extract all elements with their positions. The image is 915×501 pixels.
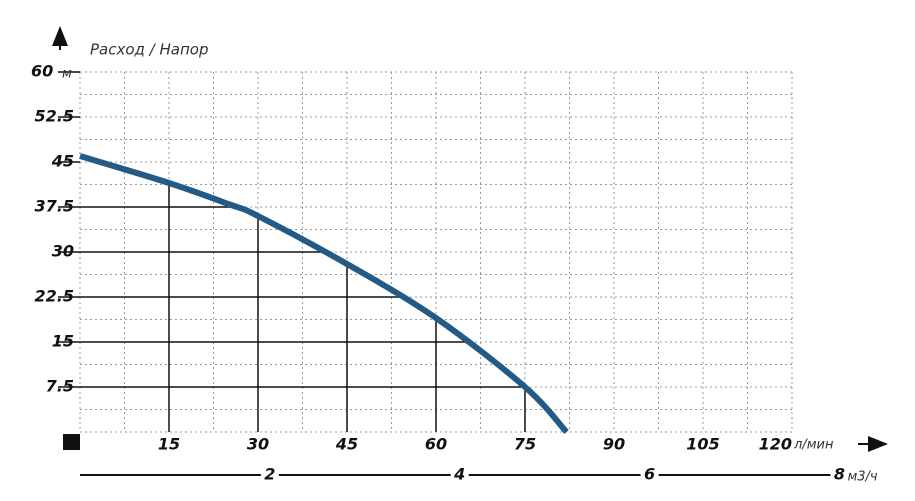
x-tick-label: 60: [425, 435, 447, 454]
y-tick-label: 30: [52, 242, 74, 261]
x2-tick-label: 6: [644, 465, 655, 484]
y-tick-label: 52.5: [35, 107, 74, 126]
y-tick-label: 37.5: [35, 197, 74, 216]
x-tick-label: 120: [759, 435, 792, 454]
y-unit: м: [62, 67, 72, 82]
x2-tick-bg: [260, 465, 279, 485]
x-tick-label: 30: [247, 435, 269, 454]
x-tick-label: 75: [514, 435, 536, 454]
y-tick-label: 45: [51, 152, 74, 171]
x-tick-label: 45: [335, 435, 358, 454]
x-tick-label: 15: [158, 435, 180, 454]
chart-title: Расход / Напор: [90, 41, 208, 59]
y-tick-label: 22.5: [35, 287, 74, 306]
x2-tick-label: 4: [453, 465, 465, 484]
y-tick-label: 15: [52, 332, 74, 351]
x2-tick-label: 2: [264, 465, 275, 484]
x-tick-label: 90: [603, 435, 625, 454]
x2-tick-label: 8: [834, 465, 845, 484]
pump-curve: [79, 153, 569, 435]
x2-tick-bg: [640, 465, 659, 485]
y-tick-label: 60: [31, 62, 53, 81]
x-tick-label: 105: [686, 435, 719, 454]
x-unit: л/мин: [793, 438, 834, 453]
x2-unit: м3/ч: [847, 470, 877, 485]
y-tick-label: 7.5: [46, 377, 74, 396]
origin-square: [63, 434, 80, 450]
x2-tick-bg: [830, 465, 849, 485]
x2-unit-bg: [847, 465, 892, 485]
x2-tick-bg: [450, 465, 469, 485]
